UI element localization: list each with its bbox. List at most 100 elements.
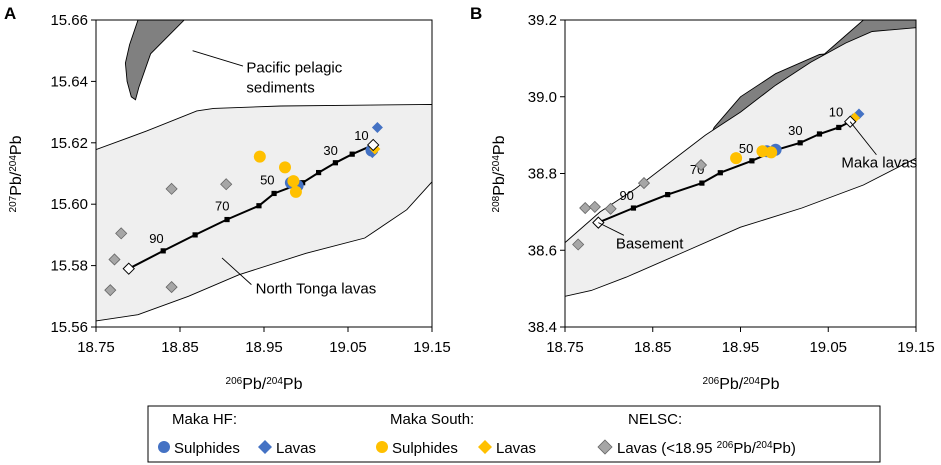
region-north-tonga-lavas-a bbox=[96, 103, 432, 322]
annotation-leader-maka-lavas bbox=[849, 121, 877, 156]
mixing-label-b-50: 50 bbox=[739, 141, 753, 156]
legend-marker-nelsc-lavas bbox=[597, 439, 613, 455]
leader-north-tonga-lavas-a bbox=[221, 257, 252, 285]
legend-marker-maka-south-sulphides bbox=[376, 441, 388, 453]
mixing-endpoint-a-1 bbox=[366, 138, 380, 152]
mixing-node-b-8 bbox=[816, 131, 823, 137]
panel-a-label: A bbox=[4, 4, 16, 23]
y-tick-label-a-3: 15.62 bbox=[50, 135, 88, 152]
mixing-node-b-1 bbox=[630, 205, 637, 211]
point-nelsc-lavas-b-4 bbox=[637, 177, 651, 190]
point-maka-south-sulphides-a-2 bbox=[287, 175, 300, 188]
point-maka-south-sulphides-a-3 bbox=[289, 185, 302, 198]
point-maka-south-sulphides-a-0 bbox=[253, 150, 266, 163]
legend-label-maka-south-sulphides: Sulphides bbox=[392, 440, 458, 457]
x-tick-label-b-3: 19.05 bbox=[809, 339, 847, 356]
mixing-label-b-30: 30 bbox=[788, 123, 802, 138]
mixing-label-a-30: 30 bbox=[323, 143, 337, 158]
point-nelsc-lavas-b-3 bbox=[604, 202, 617, 215]
mixing-label-a-90: 90 bbox=[149, 231, 163, 246]
x-tick-label-b-4: 19.15 bbox=[897, 339, 935, 356]
mixing-node-b-3 bbox=[699, 180, 705, 186]
panel-b-label: B bbox=[470, 4, 482, 23]
y-tick-label-b-3: 39.0 bbox=[528, 89, 557, 106]
mixing-node-b-7 bbox=[797, 140, 803, 146]
region-label-pacific-pelagic-sediments-a-1: sediments bbox=[246, 80, 314, 97]
mixing-node-a-7 bbox=[316, 169, 322, 176]
mixing-label-b-90: 90 bbox=[619, 188, 633, 203]
point-nelsc-lavas-a-3 bbox=[165, 182, 178, 195]
x-tick-label-b-1: 18.85 bbox=[634, 339, 672, 356]
y-tick-label-a-4: 15.64 bbox=[50, 73, 88, 90]
x-tick-label-b-0: 18.75 bbox=[546, 339, 584, 356]
y-tick-label-b-1: 38.6 bbox=[528, 242, 557, 259]
point-nelsc-lavas-a-2 bbox=[115, 227, 128, 240]
mixing-node-a-5 bbox=[271, 190, 277, 197]
region-label-north-tonga-lavas-a-0: North Tonga lavas bbox=[256, 281, 377, 298]
annotation-leader-basement bbox=[598, 222, 625, 236]
point-nelsc-lavas-b-2 bbox=[588, 200, 601, 213]
x-axis-label-a: 206Pb/204Pb bbox=[226, 376, 303, 394]
legend-frame bbox=[147, 405, 881, 463]
x-tick-label-a-0: 18.75 bbox=[77, 339, 115, 356]
point-nelsc-lavas-a-4 bbox=[165, 281, 178, 294]
mixing-node-b-9 bbox=[836, 124, 842, 131]
x-axis-label-b: 206Pb/204Pb bbox=[703, 376, 780, 394]
mixing-node-a-2 bbox=[192, 232, 198, 238]
legend: Maka HF: Sulphides Lavas Maka South: Sul… bbox=[147, 405, 881, 463]
y-tick-label-a-0: 15.56 bbox=[50, 319, 88, 336]
mixing-node-a-4 bbox=[256, 203, 262, 209]
y-tick-label-a-2: 15.60 bbox=[50, 196, 88, 213]
point-nelsc-lavas-a-0 bbox=[104, 284, 117, 297]
mixing-node-b-5 bbox=[749, 158, 755, 164]
legend-marker-maka-hf-lavas bbox=[258, 440, 272, 454]
y-tick-label-a-5: 15.66 bbox=[50, 12, 88, 29]
mixing-label-b-10: 10 bbox=[829, 104, 843, 119]
y-tick-label-b-0: 38.4 bbox=[528, 319, 557, 336]
legend-label-maka-hf-lavas: Lavas bbox=[276, 440, 316, 457]
y-tick-label-a-1: 15.58 bbox=[50, 258, 88, 275]
legend-marker-maka-hf-sulphides bbox=[158, 441, 170, 453]
point-nelsc-lavas-a-1 bbox=[108, 253, 121, 266]
mixing-node-a-9 bbox=[349, 151, 355, 157]
legend-group-title-nelsc: NELSC: bbox=[628, 411, 682, 428]
point-nelsc-lavas-b-0 bbox=[572, 238, 585, 251]
mixing-label-a-50: 50 bbox=[260, 172, 274, 187]
legend-label-maka-hf-sulphides: Sulphides bbox=[174, 440, 240, 457]
x-tick-label-b-2: 18.95 bbox=[722, 339, 760, 356]
mixing-node-a-8 bbox=[332, 160, 338, 166]
leader-pacific-pelagic-sediments-a bbox=[192, 50, 244, 67]
y-axis-label-b: 208Pb/204Pb bbox=[491, 135, 509, 212]
point-maka-south-sulphides-b-2 bbox=[765, 146, 778, 159]
mixing-node-b-4 bbox=[717, 170, 723, 176]
point-maka-hf-lavas-a-0 bbox=[371, 121, 383, 133]
mixing-label-a-10: 10 bbox=[354, 128, 368, 143]
region-pacific-pelagic-sediments-a bbox=[124, 20, 185, 101]
region-label-pacific-pelagic-sediments-a-0: Pacific pelagic bbox=[246, 60, 342, 77]
y-tick-label-b-2: 38.8 bbox=[528, 166, 557, 183]
point-nelsc-lavas-a-5 bbox=[220, 178, 233, 191]
legend-group-title-maka-south: Maka South: bbox=[390, 411, 474, 428]
x-tick-label-a-4: 19.15 bbox=[413, 339, 451, 356]
annotation-basement: Basement bbox=[616, 235, 684, 252]
legend-label-nelsc-lavas: Lavas (<18.95 206Pb/204Pb) bbox=[617, 440, 796, 458]
mixing-endpoint-a-0 bbox=[122, 262, 135, 275]
panel-a: A 90 70 50 30 10 Pacific pelagic sediments Nor… bbox=[4, 4, 451, 393]
point-maka-south-sulphides-a-1 bbox=[279, 161, 291, 174]
x-tick-label-a-2: 18.95 bbox=[245, 339, 283, 356]
y-axis-label-a: 207Pb/204Pb bbox=[8, 135, 26, 212]
mixing-node-a-1 bbox=[160, 248, 166, 254]
mixing-node-b-2 bbox=[665, 192, 671, 198]
mixing-label-a-70: 70 bbox=[215, 199, 229, 214]
x-tick-label-a-3: 19.05 bbox=[329, 339, 367, 356]
legend-label-maka-south-lavas: Lavas bbox=[496, 440, 536, 457]
point-nelsc-lavas-b-1 bbox=[579, 201, 592, 215]
y-tick-label-b-4: 39.2 bbox=[528, 12, 557, 29]
point-nelsc-lavas-b-5 bbox=[694, 158, 708, 172]
legend-group-title-maka-hf: Maka HF: bbox=[172, 411, 237, 428]
point-maka-south-sulphides-b-0 bbox=[730, 152, 743, 165]
annotation-maka-lavas: Maka lavas bbox=[841, 155, 917, 172]
point-maka-south-sulphides-b-1 bbox=[756, 145, 769, 158]
